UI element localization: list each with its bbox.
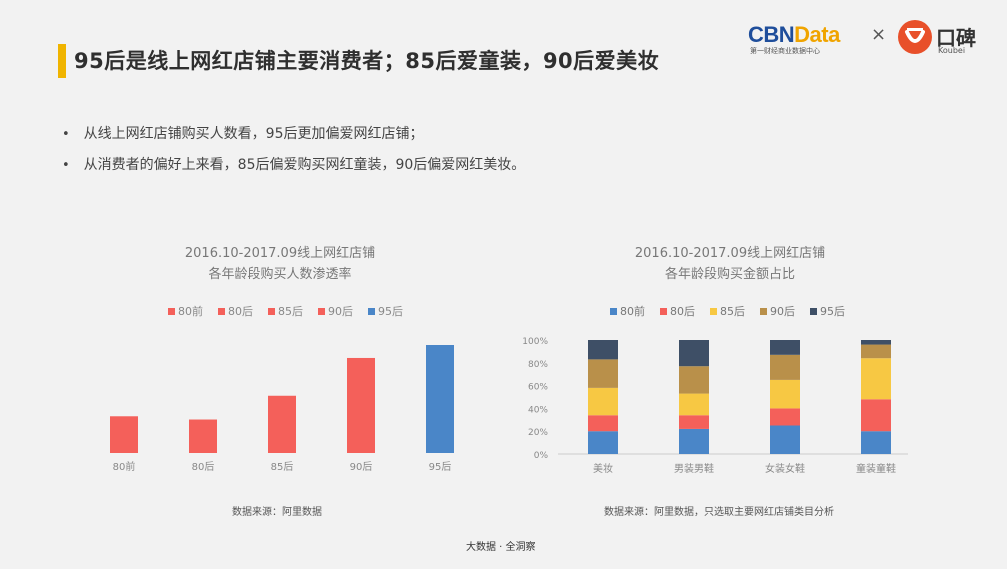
chart2-bar-segment bbox=[770, 425, 800, 454]
chart2-y-tick: 100% bbox=[522, 337, 548, 347]
chart1-x-tick: 80前 bbox=[113, 460, 136, 473]
chart2-x-tick: 女装女鞋 bbox=[765, 462, 805, 475]
chart2-legend-label: 80后 bbox=[670, 305, 695, 318]
chart2-bar-segment bbox=[770, 408, 800, 426]
chart1-x-tick: 85后 bbox=[271, 461, 294, 473]
logo-data-text: Data bbox=[794, 22, 840, 47]
chart2-bar-segment bbox=[861, 431, 891, 454]
chart1-x-tick: 80后 bbox=[192, 461, 215, 473]
chart2-bar-segment bbox=[588, 415, 618, 432]
bullet-item: 从线上网红店铺购买人数看，95后更加偏爱网红店铺； bbox=[62, 123, 525, 143]
chart2-legend-swatch bbox=[710, 308, 717, 315]
chart1-legend-swatch bbox=[218, 308, 225, 315]
chart2-legend-label: 95后 bbox=[820, 305, 845, 318]
bullet-item: 从消费者的偏好上来看，85后偏爱购买网红童装，90后偏爱网红美妆。 bbox=[62, 154, 526, 174]
chart2-legend-swatch bbox=[810, 308, 817, 315]
koubei-logo-subtitle: Koubei bbox=[938, 46, 966, 55]
chart2-legend-swatch bbox=[760, 308, 767, 315]
chart2-subtitle: 各年龄段购买金额占比 bbox=[664, 267, 795, 282]
chart2-legend-label: 80前 bbox=[620, 304, 645, 318]
chart2-source: 数据来源：阿里数据，只选取主要网红店铺类目分析 bbox=[604, 507, 834, 518]
koubei-logo-text: 口碑 bbox=[936, 26, 976, 50]
chart2-bar-segment bbox=[770, 379, 800, 409]
chart2-bar-segment bbox=[588, 387, 618, 416]
chart2-bar-segment bbox=[770, 354, 800, 380]
chart1-bar bbox=[347, 357, 375, 453]
chart2-y-tick: 20% bbox=[528, 428, 548, 438]
chart2-legend-label: 90后 bbox=[770, 305, 795, 318]
chart2-bar-segment bbox=[679, 393, 709, 416]
chart1-legend-label: 85后 bbox=[278, 305, 303, 318]
chart1-source: 数据来源：阿里数据 bbox=[232, 507, 322, 518]
bullet-list: 从线上网红店铺购买人数看，95后更加偏爱网红店铺； 从消费者的偏好上来看，85后… bbox=[62, 123, 526, 185]
cbndata-logo-subtitle: 第一财经商业数据中心 bbox=[750, 47, 820, 55]
chart2-bar-segment bbox=[861, 358, 891, 400]
chart2-bar-segment bbox=[588, 359, 618, 388]
chart2-bar-segment bbox=[679, 366, 709, 394]
chart2-x-tick: 童装童鞋 bbox=[856, 462, 896, 475]
cbndata-logo: CBNData bbox=[748, 22, 840, 48]
chart1-x-tick: 95后 bbox=[429, 461, 452, 473]
chart1-x-tick: 90后 bbox=[350, 461, 373, 473]
chart1-legend-label: 80前 bbox=[178, 304, 203, 318]
chart2-stacked-share-chart: 80前 80后 85后 90后 95后 0% 20% 40% 60% 80% 100% 美妆 男装男鞋 女… bbox=[522, 304, 908, 475]
chart1-legend-label: 80后 bbox=[228, 305, 253, 318]
chart2-bar-segment bbox=[770, 340, 800, 355]
logo-cbn-text: CBN bbox=[748, 22, 795, 47]
chart2-bar-segment bbox=[861, 399, 891, 432]
chart1-penetration-bar-chart: 80前 80后 85后 90后 95后 80前 80后 85后 90后 95后 bbox=[110, 304, 454, 473]
chart1-subtitle: 各年龄段购买人数渗透率 bbox=[208, 267, 352, 282]
chart2-bar-segment bbox=[588, 340, 618, 360]
chart1-bar bbox=[268, 395, 296, 453]
chart2-bar-segment bbox=[679, 415, 709, 429]
chart1-bar bbox=[189, 419, 217, 453]
chart2-bar-segment bbox=[861, 340, 891, 345]
page-title: 95后是线上网红店铺主要消费者；85后爱童装，90后爱美妆 bbox=[74, 49, 660, 73]
chart2-title: 2016.10-2017.09线上网红店铺 bbox=[634, 246, 826, 261]
chart2-legend-swatch bbox=[660, 308, 667, 315]
chart2-legend-swatch bbox=[610, 308, 617, 315]
chart2-y-tick: 60% bbox=[528, 383, 548, 393]
chart1-legend-swatch bbox=[168, 308, 175, 315]
chart1-legend-label: 90后 bbox=[328, 305, 353, 318]
chart2-legend-label: 85后 bbox=[720, 305, 745, 318]
koubei-logo-icon bbox=[898, 20, 932, 54]
chart2-y-tick: 80% bbox=[528, 360, 548, 370]
chart2-title-block: 2016.10-2017.09线上网红店铺 各年龄段购买金额占比 bbox=[590, 243, 870, 285]
chart1-title: 2016.10-2017.09线上网红店铺 bbox=[184, 246, 376, 261]
chart1-bar bbox=[110, 416, 138, 453]
chart2-bar-segment bbox=[679, 340, 709, 367]
chart1-bar bbox=[426, 345, 454, 453]
chart1-legend-swatch bbox=[268, 308, 275, 315]
chart2-bar-segment bbox=[861, 344, 891, 359]
chart2-bar-segment bbox=[588, 431, 618, 454]
chart2-x-tick: 男装男鞋 bbox=[674, 462, 714, 475]
chart1-legend-label: 95后 bbox=[378, 305, 403, 318]
footer-slogan: 大数据 · 全洞察 bbox=[466, 542, 536, 553]
logo-separator: × bbox=[871, 24, 887, 45]
chart2-bar-segment bbox=[679, 428, 709, 454]
chart2-y-tick: 0% bbox=[534, 451, 549, 461]
chart2-x-tick: 美妆 bbox=[593, 462, 613, 475]
chart1-title-block: 2016.10-2017.09线上网红店铺 各年龄段购买人数渗透率 bbox=[140, 243, 420, 285]
chart1-legend-swatch bbox=[318, 308, 325, 315]
chart2-y-tick: 40% bbox=[528, 405, 548, 415]
chart1-legend-swatch bbox=[368, 308, 375, 315]
title-accent-bar bbox=[58, 44, 66, 78]
